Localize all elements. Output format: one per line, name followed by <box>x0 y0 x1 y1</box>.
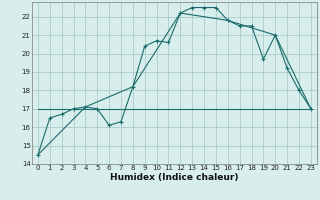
X-axis label: Humidex (Indice chaleur): Humidex (Indice chaleur) <box>110 173 239 182</box>
